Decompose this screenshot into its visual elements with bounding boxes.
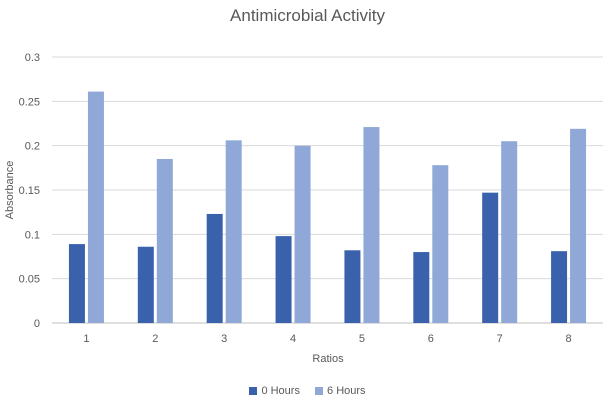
gridlines	[52, 56, 603, 324]
legend-item-0-hours: 0 Hours	[249, 385, 300, 397]
bar-0-hours-1	[68, 244, 85, 323]
bar-0-hours-8	[551, 251, 568, 323]
bar-6-hours-4	[294, 145, 311, 323]
x-tick-label: 2	[152, 333, 158, 345]
bar-0-hours-5	[344, 250, 361, 323]
legend-item-6-hours: 6 Hours	[315, 385, 366, 397]
x-axis-label: Ratios	[312, 353, 344, 365]
bars	[68, 91, 587, 324]
y-tick-label: 0	[34, 318, 40, 330]
y-tick-label: 0.25	[19, 96, 40, 108]
bar-6-hours-3	[225, 140, 242, 323]
x-tick-label: 1	[83, 333, 89, 345]
bar-0-hours-7	[482, 192, 499, 323]
bar-0-hours-3	[206, 213, 223, 323]
bar-6-hours-1	[87, 91, 104, 323]
x-tick-label: 3	[221, 333, 227, 345]
bar-6-hours-2	[156, 158, 173, 323]
legend: 0 Hours 6 Hours	[0, 385, 615, 398]
y-tick-labels: 0 0.05 0.1 0.15 0.2 0.25 0.3	[19, 52, 40, 330]
x-tick-label: 6	[428, 333, 434, 345]
y-tick-label: 0.3	[25, 52, 40, 64]
bar-6-hours-8	[570, 128, 587, 323]
bar-0-hours-4	[275, 236, 292, 323]
legend-label-0-hours: 0 Hours	[261, 385, 300, 397]
y-tick-label: 0.15	[19, 185, 40, 197]
legend-swatch-0-hours	[249, 387, 258, 395]
bar-6-hours-5	[363, 127, 380, 324]
y-tick-label: 0.1	[25, 229, 40, 241]
bar-0-hours-6	[413, 252, 430, 323]
y-axis-label: Absorbance	[4, 161, 16, 220]
chart-title: Antimicrobial Activity	[230, 6, 385, 25]
legend-swatch-6-hours	[315, 387, 324, 395]
x-tick-label: 7	[497, 333, 503, 345]
y-tick-label: 0.2	[25, 141, 40, 153]
x-tick-label: 5	[359, 333, 365, 345]
legend-label-6-hours: 6 Hours	[327, 385, 366, 397]
bar-6-hours-6	[432, 165, 449, 323]
x-tick-labels: 1 2 3 4 5 6 7 8	[83, 333, 571, 345]
y-tick-label: 0.05	[19, 274, 40, 286]
bar-6-hours-7	[501, 141, 518, 323]
x-tick-label: 4	[290, 333, 296, 345]
bar-0-hours-2	[137, 246, 154, 323]
x-tick-label: 8	[566, 333, 572, 345]
